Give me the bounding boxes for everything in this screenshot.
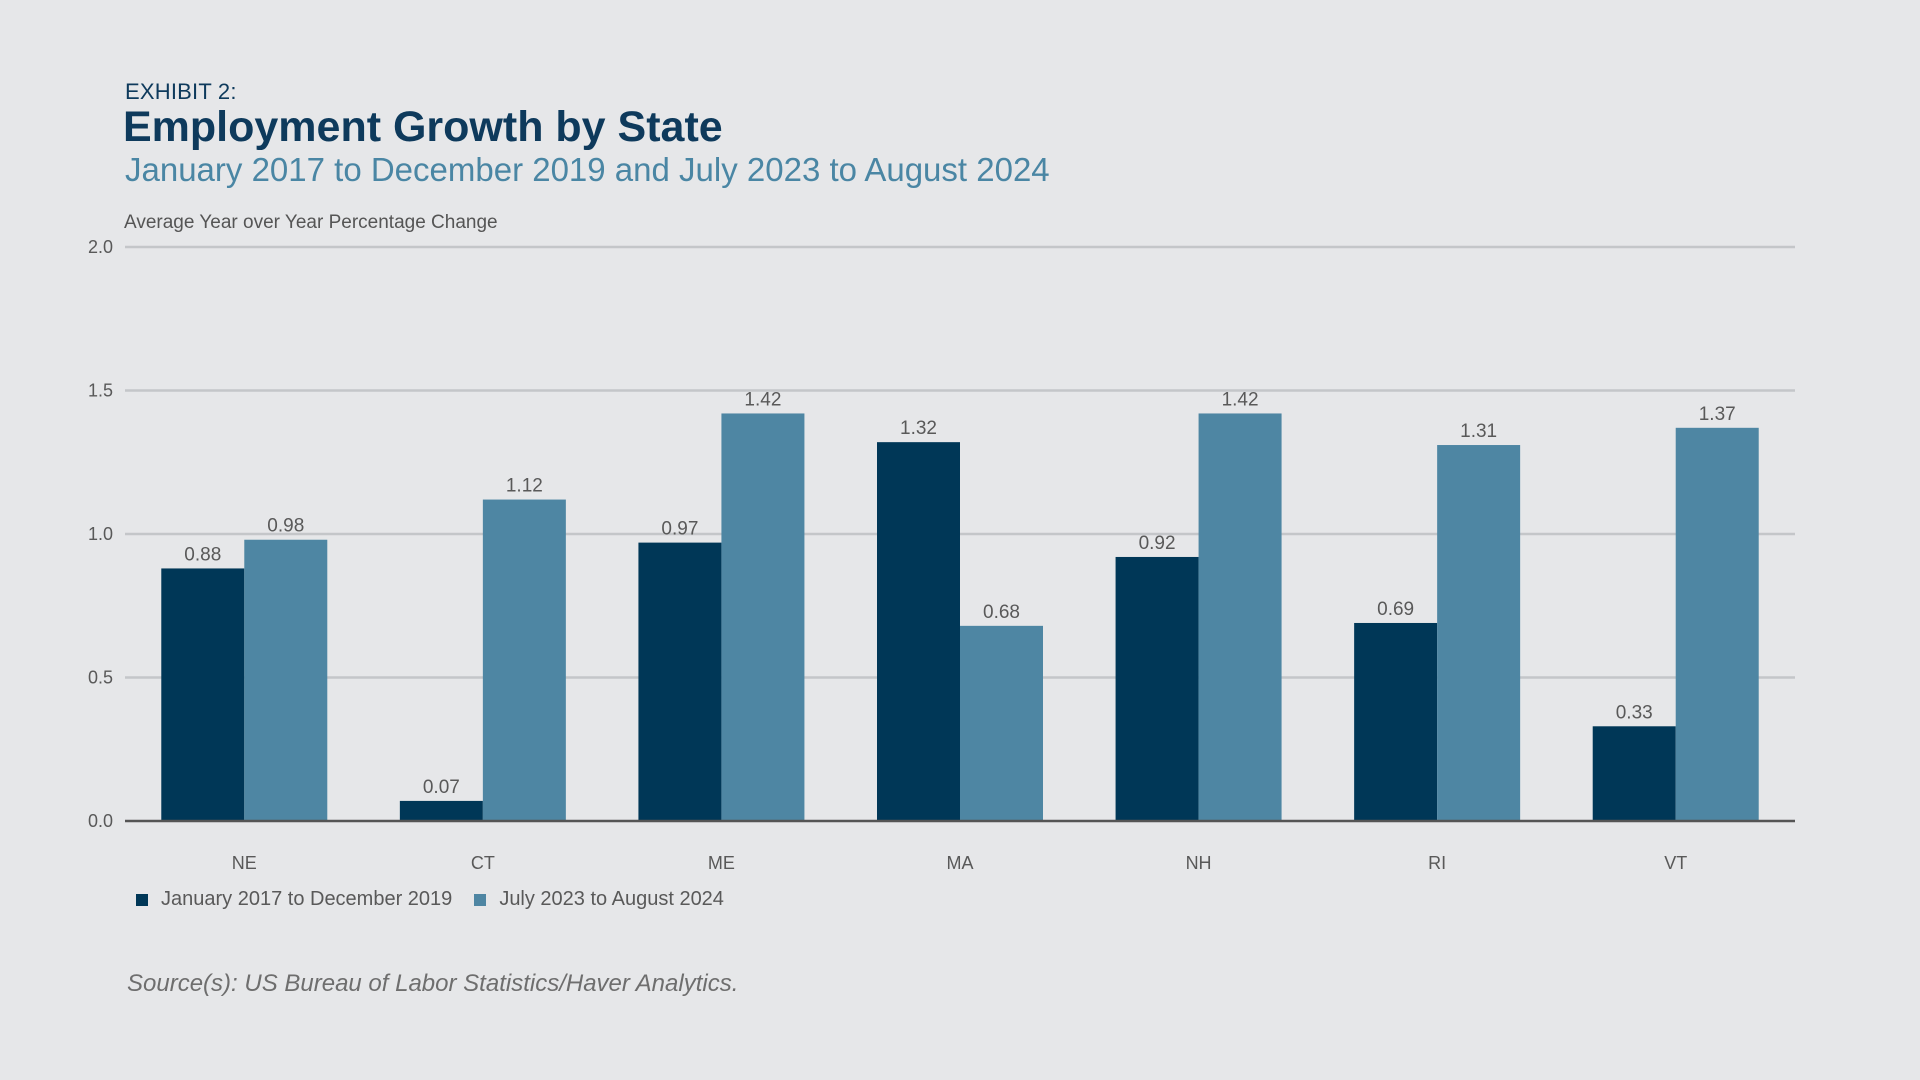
bar <box>638 542 722 821</box>
bar <box>1437 445 1521 821</box>
y-tick-label: 2.0 <box>88 237 113 257</box>
data-label: 0.07 <box>423 777 460 798</box>
data-label: 1.37 <box>1699 404 1736 425</box>
data-label: 0.97 <box>661 519 698 540</box>
x-tick-label: MA <box>947 853 974 873</box>
bar <box>399 800 483 821</box>
data-label: 0.98 <box>267 516 304 537</box>
y-tick-label: 1.5 <box>88 381 113 401</box>
bar <box>161 568 245 821</box>
x-tick-label: ME <box>708 853 735 873</box>
bar <box>1354 622 1438 821</box>
x-tick-label: NE <box>232 853 257 873</box>
y-tick-label: 0.0 <box>88 811 113 831</box>
bar <box>1198 413 1282 821</box>
y-tick-label: 1.0 <box>88 524 113 544</box>
source-note: Source(s): US Bureau of Labor Statistics… <box>127 970 739 997</box>
legend-label-series-2: July 2023 to August 2024 <box>499 888 724 910</box>
data-label: 1.12 <box>506 476 543 497</box>
x-tick-label: VT <box>1664 853 1687 873</box>
chart-title: Employment Growth by State <box>123 103 723 151</box>
data-label: 0.92 <box>1139 533 1176 554</box>
x-tick-label: RI <box>1428 853 1446 873</box>
chart-subtitle: January 2017 to December 2019 and July 2… <box>125 151 1050 188</box>
data-label: 1.31 <box>1460 421 1497 442</box>
bar <box>721 413 805 821</box>
exhibit-label: EXHIBIT 2: <box>125 79 237 104</box>
data-label: 0.88 <box>184 544 221 565</box>
x-tick-label: NH <box>1186 853 1212 873</box>
x-tick-label: CT <box>471 853 495 873</box>
bar <box>1592 726 1676 821</box>
bar <box>244 539 328 821</box>
y-axis-label: Average Year over Year Percentage Change <box>124 212 498 233</box>
bar <box>1115 556 1199 821</box>
data-label: 1.42 <box>744 389 781 410</box>
legend-swatch-series-2 <box>474 893 487 906</box>
legend-item-series-1: January 2017 to December 2019 <box>136 888 452 911</box>
data-label: 0.68 <box>983 602 1020 623</box>
bar <box>877 442 960 821</box>
legend-item-series-2: July 2023 to August 2024 <box>474 888 724 911</box>
data-label: 1.42 <box>1222 389 1259 410</box>
data-label: 0.69 <box>1377 599 1414 620</box>
data-label: 1.32 <box>900 418 937 439</box>
legend-swatch-series-1 <box>136 893 148 906</box>
legend-label-series-1: January 2017 to December 2019 <box>161 888 453 910</box>
bar <box>1675 427 1759 821</box>
y-tick-label: 0.5 <box>88 668 113 688</box>
bar <box>960 625 1043 821</box>
data-label: 0.33 <box>1616 702 1653 723</box>
bar <box>482 499 566 821</box>
chart-legend: January 2017 to December 2019 July 2023 … <box>136 888 746 911</box>
